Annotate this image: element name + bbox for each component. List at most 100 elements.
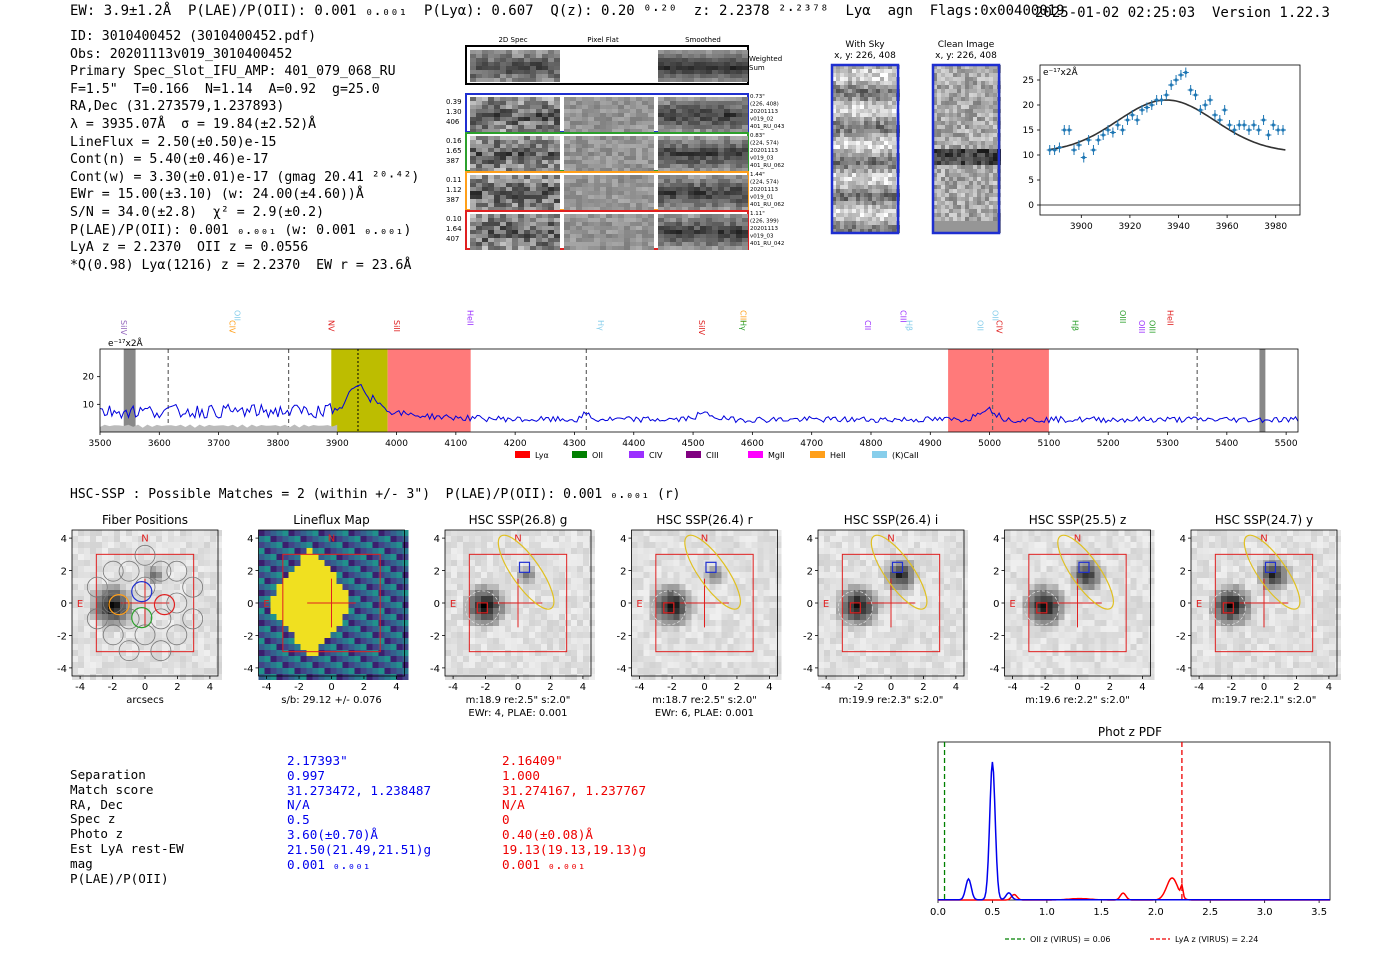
data-point	[1086, 138, 1091, 142]
masked-band-2	[1259, 349, 1266, 432]
legend-swatch	[572, 451, 587, 458]
zoom-xtick-label: 3940	[1167, 222, 1190, 232]
fiber-circle	[134, 624, 156, 646]
fiber-circle	[118, 640, 140, 662]
hsc-xtick-label: 0	[1074, 682, 1080, 693]
red-match-marker	[476, 602, 488, 614]
sky-image	[832, 65, 900, 233]
hsc-xtick-label: 4	[393, 682, 399, 693]
emission-line-label: CII	[863, 320, 872, 330]
photz-xtick-label: 3.0	[1257, 907, 1273, 918]
data-point	[1140, 108, 1144, 112]
hsc-ytick-label: 4	[1180, 534, 1186, 545]
fiber-circle	[182, 576, 204, 598]
blue-match-marker	[1264, 561, 1277, 573]
data-point	[1261, 118, 1266, 122]
wide-xtick-label: 4800	[860, 439, 883, 449]
masked-band-1	[123, 349, 136, 432]
north-label: N	[328, 533, 335, 544]
clean-image-coords: x, y: 226, 408	[935, 51, 997, 61]
hsc-xtick-label: 0	[142, 682, 148, 693]
fiber-circle	[150, 640, 172, 662]
hsc-ytick-label: -2	[617, 631, 627, 642]
info-line: Cont(n) = 5.40(±0.46)e-17	[70, 152, 269, 168]
photz-red-series	[938, 877, 1330, 901]
emission-line-label: CIII	[899, 310, 908, 323]
match-row-label: Match score	[70, 781, 154, 797]
cutout-left-value: 0.39	[446, 98, 462, 106]
match-row-label: Est LyA rest-EW	[70, 840, 184, 856]
data-point	[1169, 83, 1173, 87]
photz-pdf-chart: Phot z PDF 0.0 0.5 1.0 1.5 2.0 2.5 3.0 3.5 OII z …	[930, 725, 1331, 944]
blue-match-marker	[518, 561, 531, 573]
wide-xtick-label: 3900	[326, 439, 349, 449]
hsc-ytick-label: -4	[57, 664, 67, 675]
full-spectrum-chart: e⁻¹⁷x2Å 10 20 3500 3600 3700 3800 3900 4000 4100 4…	[83, 310, 1299, 460]
red-match-value: 31.274167, 1.237767	[502, 782, 647, 798]
cutout-right-value: 0.83"	[750, 133, 765, 139]
emission-line-label: NV	[326, 320, 335, 332]
legend-label: OII	[592, 451, 603, 460]
legend-label: HeII	[830, 451, 846, 460]
fiber-red	[153, 594, 176, 616]
zoom-ytick-label: 25	[1023, 76, 1034, 86]
cutout-right-value: v019_03	[750, 234, 774, 240]
hsc-panel: HSC SSP(26.4) r N E -4 -4 -2 -2 0 0 2 2 4 4 m:18.7 re…	[617, 513, 782, 719]
wide-ytick-label: 20	[83, 373, 95, 383]
match-row-labels: Separation Match score RA, Dec Spec z Photo …	[70, 767, 184, 886]
hsc-image-panels: Fiber Positions N E -4 -4 -2 -2 0 0 2 2 4 4 arcsecs Li…	[57, 513, 1341, 719]
data-point	[1096, 138, 1100, 142]
wide-xtick-label: 3600	[148, 439, 171, 449]
info-line: λ = 3935.07Å σ = 19.84(±2.52)Å	[70, 116, 317, 132]
zoom-line-chart: e⁻¹⁷x2Å 0 5 10 15 20 25 3900 3920 3940 3960 3980	[1023, 64, 1301, 232]
hsc-xtick-label: 4	[207, 682, 213, 693]
fiber-circle	[118, 560, 140, 582]
red-match-marker	[663, 602, 675, 614]
sky-image	[933, 65, 1001, 233]
photz-xtick-label: 0.5	[984, 907, 1000, 918]
cutout-right-value: v019_01	[750, 195, 774, 201]
hsc-ytick-label: 4	[61, 534, 67, 545]
photz-xtick-label: 2.5	[1202, 907, 1218, 918]
weighted-label-1: Weighted	[749, 55, 782, 63]
wide-xtick-label: 5300	[1156, 439, 1179, 449]
hsc-xtick-label: -4	[821, 682, 831, 693]
wide-ytick-label: 10	[83, 400, 95, 410]
red-match-values: 2.16409" 1.000 31.274167, 1.237767 N/A 0 0.40…	[502, 753, 647, 872]
emission-line-label: SiIV	[697, 320, 706, 336]
hsc-caption: m:19.7 re:2.1" s:2.0"	[1212, 695, 1317, 706]
photz-title: Phot z PDF	[1098, 725, 1162, 739]
wide-xtick-label: 4900	[919, 439, 942, 449]
emission-line-label: CIV	[995, 320, 1004, 334]
zoom-xtick-label: 3900	[1070, 222, 1093, 232]
hsc-ytick-label: -4	[430, 664, 440, 675]
emission-line-label: OII	[233, 310, 242, 321]
zoom-ytick-label: 15	[1023, 126, 1034, 136]
sky-image-frame	[931, 63, 1001, 235]
hsc-panel-title: Lineflux Map	[293, 513, 369, 527]
match-row-label: Spec z	[70, 811, 116, 827]
search-box	[282, 553, 381, 653]
zoom-ytick-label: 5	[1028, 176, 1034, 186]
hsc-xtick-label: -4	[448, 682, 458, 693]
hsc-xtick-label: -2	[667, 682, 677, 693]
hsc-xtick-label: -2	[108, 682, 118, 693]
blue-match-value: 21.50(21.49,21.51)g	[287, 841, 432, 857]
emission-line-label: HeII	[1166, 310, 1175, 326]
data-point	[1164, 93, 1168, 97]
emission-line-label: Hγ	[596, 320, 605, 331]
cutout-col-header: 2D Spec	[498, 36, 527, 44]
red-match-value: N/A	[502, 797, 525, 813]
hsc-panel-title: HSC SSP(26.4) r	[656, 513, 752, 527]
hsc-xtick-label: 0	[328, 682, 334, 693]
fiber-circle	[166, 560, 188, 582]
legend-label: MgII	[768, 451, 785, 460]
match-row-label: P(LAE)/P(OII)	[70, 870, 169, 886]
sky-image-frame	[830, 63, 900, 235]
emission-line-label: Hβ	[1071, 320, 1080, 331]
hsc-caption-2: EWr: 6, PLAE: 0.001	[655, 708, 754, 719]
hsc-xtick-label: -2	[294, 682, 304, 693]
hsc-xtick-label: -4	[1194, 682, 1204, 693]
wide-xtick-label: 5000	[978, 439, 1001, 449]
hsc-ytick-label: -2	[803, 631, 813, 642]
